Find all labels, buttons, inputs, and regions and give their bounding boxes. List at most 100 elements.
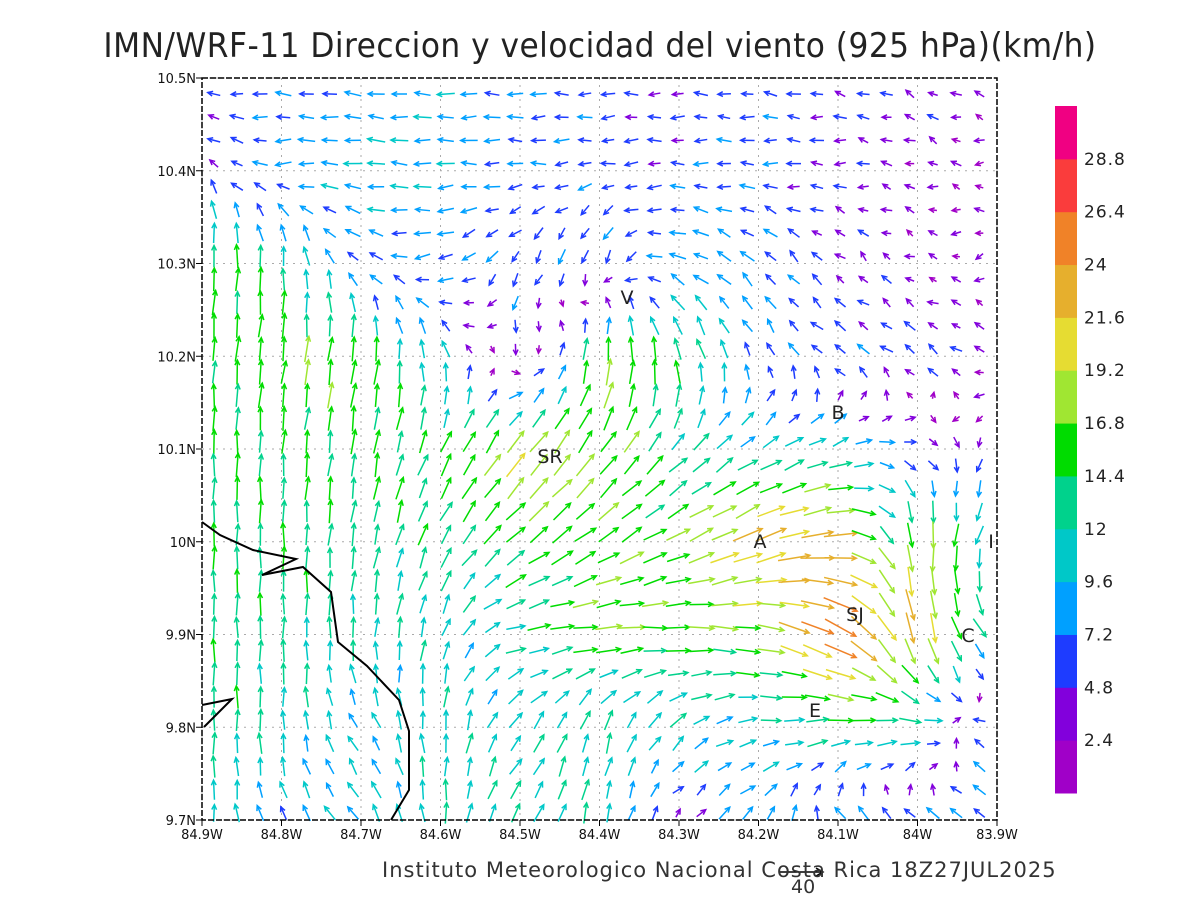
wind-arrow [694,294,708,311]
wind-arrow [834,205,846,214]
wind-arrow [396,498,404,523]
colorbar-label: 14.4 [1084,467,1126,487]
wind-arrow [396,639,403,661]
wind-arrow [851,595,877,615]
wind-arrow [716,250,732,262]
wind-arrow [327,475,334,500]
wind-arrow [669,206,685,213]
wind-arrow [557,803,567,823]
wind-arrow [527,623,552,631]
wind-arrow [529,476,549,500]
wind-arrow [949,785,962,794]
wind-arrow [373,499,381,522]
wind-arrow [419,778,426,800]
colorbar-swatch [1055,528,1077,583]
wind-arrow [904,479,916,499]
wind-arrow [650,781,660,798]
wind-arrow [484,548,501,567]
wind-arrow [860,250,867,262]
wind-arrow [210,382,217,408]
reference-vector-label: 40 [791,876,816,898]
wind-arrow [581,733,590,753]
wind-arrow [234,475,241,500]
wind-arrow [372,314,379,336]
wind-arrow [210,778,217,800]
wind-arrow [802,668,833,681]
colorbar-label: 7.2 [1084,625,1114,645]
wind-arrow [557,385,567,405]
wind-arrow [744,363,750,380]
wind-arrow [485,229,499,238]
wind-arrow [900,740,922,747]
wind-arrow [234,312,241,338]
wind-arrow [627,804,636,821]
wind-arrow [605,296,612,309]
wind-arrow [327,381,335,409]
wind-arrow [396,429,404,453]
wind-arrow [579,299,590,306]
wind-arrow [211,592,218,615]
wind-arrow [605,779,613,799]
wind-arrow [320,137,338,144]
wind-arrow [257,614,264,639]
wind-arrow [651,805,659,820]
wind-arrow [766,805,776,820]
wind-arrow [579,710,591,730]
wind-arrow [801,529,835,539]
wind-arrow [281,289,288,315]
wind-arrow [811,230,823,236]
wind-arrow [711,575,739,586]
wind-arrow [649,296,660,309]
wind-arrow [952,545,959,573]
wind-arrow [829,460,854,469]
wind-arrow [419,546,428,569]
wind-arrow [460,114,477,121]
wind-arrow [234,335,242,362]
wind-arrow [975,298,984,307]
wind-arrow [576,477,595,499]
wind-arrow [484,621,501,634]
wind-arrow [882,297,891,308]
wind-arrow [790,782,798,797]
wind-arrow [837,389,844,401]
wind-arrow [904,205,915,214]
wind-arrow [880,160,893,167]
wind-arrow [603,405,615,431]
wind-arrow [950,323,961,329]
wind-arrow [234,778,241,800]
wind-arrow [605,335,612,361]
wind-arrow [413,206,431,213]
wind-arrow [899,717,923,725]
y-tick-label: 9.7N [166,814,196,829]
wind-arrow [854,461,875,468]
wind-arrow [670,137,684,144]
wind-arrow [257,381,265,409]
wind-arrow [693,113,708,121]
wind-arrow [280,245,287,267]
wind-arrow [905,229,914,237]
wind-arrow [927,638,940,665]
wind-arrow [397,615,404,638]
wind-arrow [436,136,454,144]
wind-arrow [788,319,799,332]
wind-arrow [418,429,428,454]
wind-arrow [234,451,241,478]
wind-arrow [879,345,894,353]
wind-arrow [624,114,638,121]
wind-arrow [976,548,983,570]
wind-arrow [506,430,525,454]
wind-arrow [581,249,590,265]
wind-arrow [926,692,942,703]
wind-arrow [646,689,664,704]
wind-arrow [742,805,754,820]
wind-arrow [806,716,830,723]
wind-arrow [927,91,938,97]
wind-arrow [973,738,985,749]
colorbar-label: 24 [1084,256,1108,276]
wind-arrow [280,267,287,291]
wind-arrow [785,90,801,98]
wind-arrow [784,716,806,724]
wind-arrow [718,783,731,796]
wind-arrow [786,274,801,285]
wind-arrow [350,615,357,638]
